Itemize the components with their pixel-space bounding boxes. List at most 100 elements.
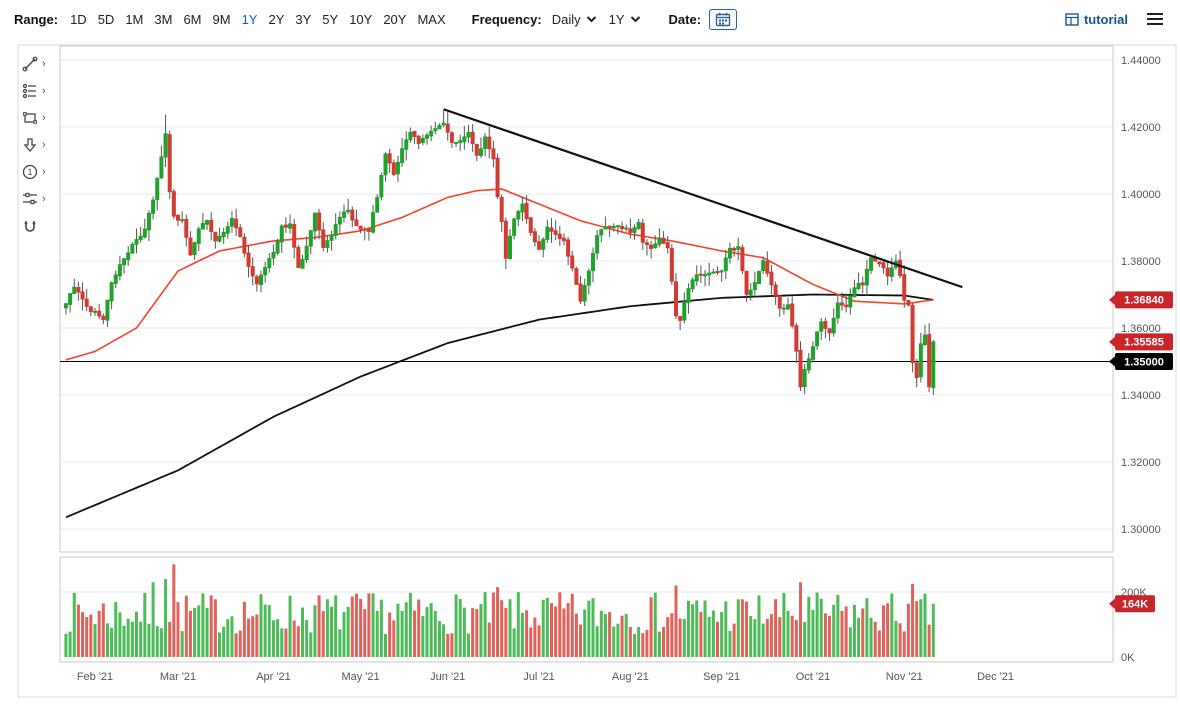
range-option-3m[interactable]: 3M — [154, 11, 173, 27]
chevron-right-icon: › — [42, 57, 46, 70]
volume-bar — [110, 627, 114, 657]
volume-bar — [574, 613, 578, 657]
volume-axis-label: 0K — [1121, 652, 1135, 664]
range-option-1y[interactable]: 1Y — [241, 11, 258, 27]
volume-bar — [566, 603, 570, 657]
volume-bar — [135, 611, 138, 657]
range-option-1m[interactable]: 1M — [125, 11, 144, 27]
candle-body — [209, 219, 214, 232]
volume-bar — [143, 592, 147, 657]
range-option-2y[interactable]: 2Y — [268, 11, 285, 27]
arrow-tool[interactable]: › — [20, 135, 47, 155]
x-axis-label: Oct '21 — [796, 671, 831, 683]
volume-bar — [500, 600, 504, 657]
calendar-icon — [715, 12, 731, 26]
candle-body — [773, 284, 778, 296]
candle-body — [371, 212, 376, 233]
candle-body — [416, 135, 421, 144]
range-option-10y[interactable]: 10Y — [349, 11, 373, 27]
volume-bar — [562, 608, 566, 657]
volume-bar — [608, 612, 612, 657]
candle-body — [777, 295, 782, 309]
range-option-20y[interactable]: 20Y — [383, 11, 407, 27]
volume-bar — [101, 603, 105, 657]
volume-bar — [657, 631, 661, 657]
range-option-max[interactable]: MAX — [417, 11, 446, 27]
volume-bar — [292, 620, 296, 657]
annotation-number-tool[interactable]: 1 › — [20, 162, 47, 182]
sliders-settings-tool[interactable]: › — [20, 189, 47, 209]
candle-body — [732, 247, 737, 251]
magnet-tool[interactable] — [20, 216, 47, 236]
candle-body — [570, 255, 575, 269]
shape-tool[interactable]: › — [20, 108, 47, 128]
x-axis: Feb '21 Mar '21 Apr '21 May '21 Jun '21 Jul '… — [77, 671, 1014, 683]
pattern-lines-tool[interactable]: › — [20, 81, 47, 101]
range-option-9m[interactable]: 9M — [212, 11, 231, 27]
range-option-1d[interactable]: 1D — [70, 11, 87, 27]
volume-bar — [674, 585, 678, 657]
volume-bar — [707, 616, 711, 657]
tutorial-button[interactable]: tutorial — [1059, 11, 1134, 28]
date-picker-button[interactable] — [709, 8, 738, 30]
volume-bar — [769, 614, 773, 657]
candle-body — [429, 130, 434, 137]
period-dropdown[interactable]: 1Y — [607, 10, 643, 29]
volume-bar — [911, 583, 915, 657]
x-axis-label: Sep '21 — [703, 671, 740, 683]
candle-body — [723, 257, 728, 272]
volume-bar — [906, 603, 910, 657]
volume-bar — [832, 604, 836, 657]
tutorial-label: tutorial — [1083, 11, 1128, 27]
candle-body — [454, 141, 459, 144]
volume-bar — [76, 604, 80, 657]
candle-body — [703, 273, 708, 277]
ma-200-line — [65, 293, 934, 519]
volume-bar — [641, 633, 645, 657]
candle-body — [557, 233, 562, 240]
candle-body — [516, 211, 521, 220]
volume-bar — [242, 601, 246, 657]
volume-bar — [413, 610, 417, 657]
volume-bar — [471, 608, 475, 657]
frequency-dropdown[interactable]: Daily — [550, 10, 599, 29]
candle-body — [487, 136, 492, 150]
trendline-annotation[interactable] — [443, 108, 963, 289]
volume-bar — [740, 599, 744, 657]
candle-body — [877, 261, 882, 265]
volume-bar — [172, 564, 176, 657]
candle-body — [362, 228, 367, 231]
volume-bar — [442, 624, 446, 657]
candle-body — [615, 225, 620, 228]
volume-bar — [367, 593, 371, 657]
candle-body — [844, 304, 849, 308]
price-chart[interactable]: 1.44000 1.42000 1.40000 1.38000 1.36000 1.340… — [0, 36, 1180, 704]
volume-bar — [732, 623, 736, 657]
range-option-3y[interactable]: 3Y — [295, 11, 312, 27]
y-axis-label: 1.32000 — [1121, 457, 1161, 469]
range-option-5d[interactable]: 5D — [97, 11, 115, 27]
candle-body — [682, 301, 687, 321]
volume-bar — [931, 603, 935, 657]
trendline-tool[interactable]: › — [20, 54, 47, 74]
candle-body — [831, 317, 836, 334]
candle-body — [827, 328, 832, 334]
candle-body — [263, 267, 268, 276]
candle-body — [690, 279, 695, 290]
volume-bar — [205, 607, 209, 657]
range-option-5y[interactable]: 5Y — [322, 11, 339, 27]
volume-bar — [209, 595, 213, 657]
volume-badge: 164K — [1109, 595, 1155, 613]
candle-body — [254, 276, 259, 285]
candle-body — [611, 225, 616, 229]
volume-bar — [616, 623, 620, 657]
pattern-lines-icon — [22, 83, 36, 99]
volume-bar — [462, 607, 466, 657]
range-option-6m[interactable]: 6M — [183, 11, 202, 27]
volume-bar — [247, 618, 251, 657]
volume-bar — [139, 621, 143, 657]
candle-body — [578, 283, 583, 302]
menu-button[interactable] — [1144, 10, 1166, 28]
y-axis-label: 1.30000 — [1121, 524, 1161, 536]
volume-bar — [533, 617, 537, 657]
